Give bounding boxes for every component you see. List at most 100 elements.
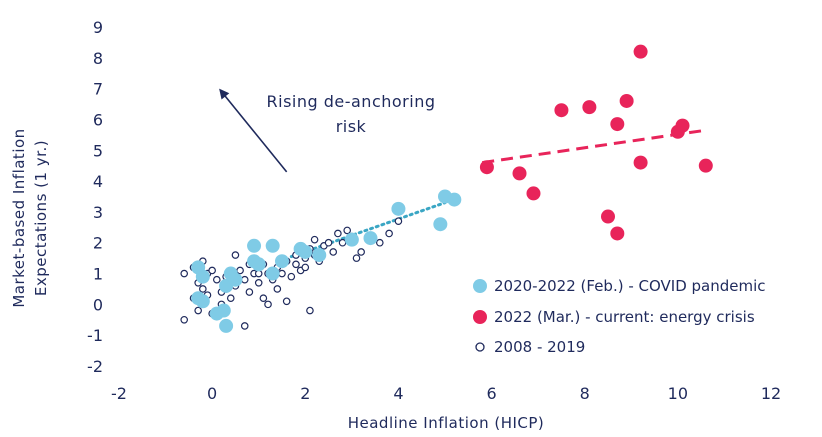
point-energy-crisis	[610, 226, 625, 241]
point-covid	[251, 257, 266, 272]
x-tick-label: 10	[668, 384, 688, 403]
point-2008-2019	[231, 251, 240, 259]
point-2008-2019	[343, 226, 352, 235]
point-covid	[391, 201, 406, 216]
x-tick-label: 0	[207, 384, 217, 403]
annotation-text: Rising de-anchoring	[267, 92, 436, 111]
point-2008-2019	[264, 300, 272, 309]
point-covid	[447, 192, 462, 207]
point-2008-2019	[240, 322, 249, 330]
trend-lines	[289, 128, 707, 259]
y-tick-label: -2	[87, 357, 103, 376]
point-covid	[363, 231, 378, 246]
y-tick-label: 9	[93, 18, 103, 37]
legend-label: 2020-2022 (Feb.) - COVID pandemic	[494, 277, 766, 295]
point-covid	[433, 217, 448, 232]
y-tick-label: -1	[87, 326, 103, 345]
x-tick-label: 2	[300, 384, 310, 403]
point-2008-2019	[254, 269, 263, 278]
x-axis-title: Headline Inflation (HICP)	[348, 414, 545, 432]
point-energy-crisis	[479, 160, 494, 175]
trend-line-2008-2019	[289, 201, 447, 259]
point-covid	[216, 303, 231, 318]
x-tick-label: 6	[486, 384, 496, 403]
point-2008-2019	[301, 263, 310, 272]
y-axis-ticks: -2 -1 0 1 2 3 4 5 6 7 8 9	[87, 18, 103, 376]
point-energy-crisis	[554, 103, 569, 118]
y-tick-label: 4	[93, 172, 103, 191]
x-tick-label: -2	[111, 384, 127, 403]
point-covid	[312, 248, 327, 263]
point-energy-crisis	[610, 117, 625, 132]
point-energy-crisis	[633, 155, 648, 170]
point-2008-2019	[245, 288, 254, 296]
y-tick-label: 2	[93, 234, 103, 253]
point-2008-2019	[329, 248, 338, 256]
y-tick-label: 6	[93, 110, 103, 129]
point-2008-2019	[199, 285, 207, 293]
point-2008-2019	[375, 238, 384, 247]
point-2008-2019	[324, 238, 333, 247]
y-tick-label: 5	[93, 141, 103, 160]
legend-label: 2008 - 2019	[494, 338, 585, 356]
point-2008-2019	[180, 269, 189, 278]
point-2008-2019	[334, 229, 342, 238]
point-2008-2019	[357, 248, 365, 256]
point-2008-2019	[254, 278, 263, 287]
point-2008-2019	[208, 266, 216, 275]
point-2008-2019	[292, 260, 300, 269]
point-covid	[275, 254, 289, 269]
point-2008-2019	[287, 272, 296, 281]
point-2008-2019	[213, 275, 221, 284]
y-tick-label: 8	[93, 49, 103, 68]
data-points	[180, 44, 713, 333]
x-tick-label: 4	[393, 384, 403, 403]
point-2008-2019	[385, 229, 393, 238]
point-energy-crisis	[619, 93, 634, 108]
annotation: Rising de-anchoring risk	[219, 88, 436, 173]
point-2008-2019	[306, 306, 314, 315]
point-covid	[298, 244, 313, 259]
annotation-arrowhead	[219, 88, 230, 100]
y-tick-label: 0	[93, 295, 103, 314]
point-2008-2019	[259, 294, 268, 303]
point-covid	[344, 232, 359, 247]
y-tick-label: 3	[93, 203, 103, 222]
y-tick-label: 1	[93, 265, 103, 284]
y-axis-title: Market-based Inflation Expectations (1 yr…	[10, 128, 50, 307]
point-energy-crisis	[526, 186, 541, 201]
annotation-arrow	[222, 93, 288, 173]
y-axis-title-line: Market-based Inflation	[10, 128, 28, 307]
point-2008-2019	[240, 275, 249, 284]
legend: 2020-2022 (Feb.) - COVID pandemic 2022 (M…	[473, 277, 766, 356]
point-energy-crisis	[633, 44, 648, 59]
legend-marker	[473, 310, 487, 324]
annotation-text: risk	[336, 117, 367, 136]
point-2008-2019	[194, 306, 202, 315]
point-energy-crisis	[512, 166, 527, 181]
y-axis-title-line: Expectations (1 yr.)	[32, 140, 50, 296]
point-covid	[247, 238, 262, 253]
legend-label: 2022 (Mar.) - current: energy crisis	[494, 308, 755, 326]
point-covid	[228, 272, 243, 287]
x-tick-label: 8	[580, 384, 590, 403]
point-2008-2019	[226, 294, 235, 303]
legend-marker	[473, 279, 487, 293]
x-axis-ticks: -2 0 2 4 6 8 10 12	[111, 384, 781, 403]
point-2008-2019	[236, 266, 244, 275]
point-2008-2019	[273, 285, 282, 293]
point-2008-2019	[394, 217, 403, 225]
point-2008-2019	[278, 269, 286, 278]
point-2008-2019	[310, 235, 319, 244]
point-2008-2019	[282, 297, 291, 306]
legend-marker	[475, 342, 485, 352]
point-covid	[219, 318, 234, 333]
y-tick-label: 7	[93, 80, 103, 99]
point-covid	[265, 266, 280, 281]
point-energy-crisis	[601, 209, 615, 224]
point-covid	[265, 238, 280, 253]
point-2008-2019	[352, 254, 361, 262]
point-energy-crisis	[582, 100, 597, 115]
point-2008-2019	[338, 238, 347, 247]
